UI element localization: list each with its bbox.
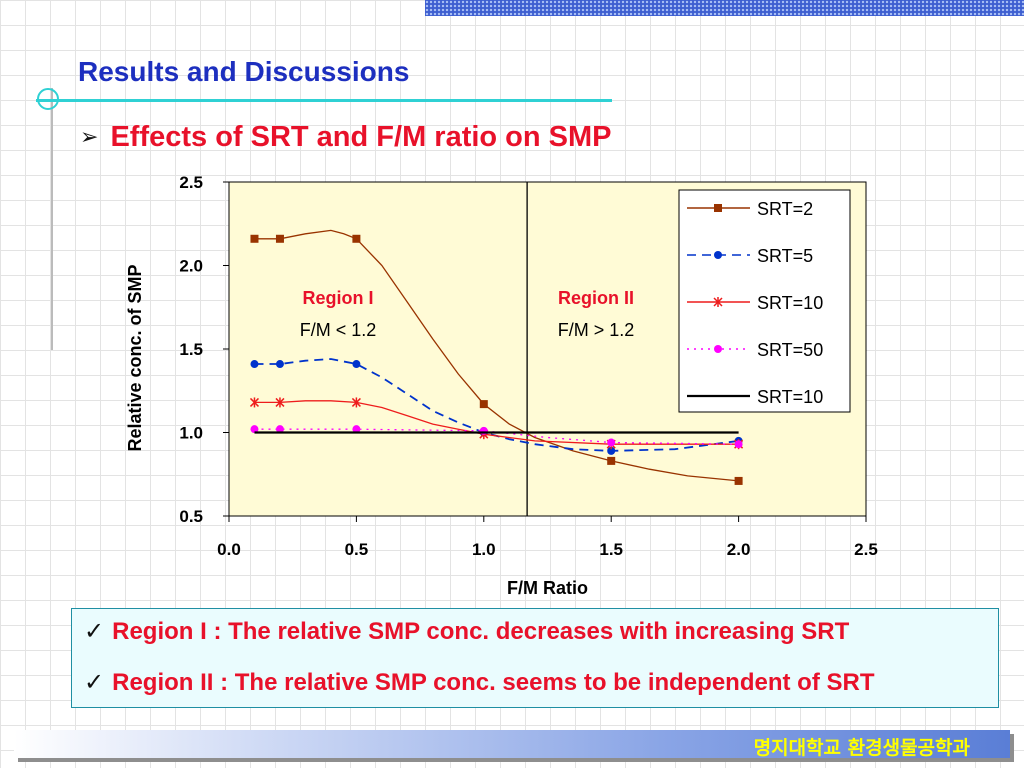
series-line	[254, 400, 739, 445]
legend-label: SRT=5	[757, 246, 813, 266]
y-tick-label: 2.0	[179, 257, 203, 276]
slide-subtitle: ➢ Effects of SRT and F/M ratio on SMP	[80, 121, 612, 154]
y-axis-title: Relative conc. of SMP	[125, 264, 145, 451]
circle-marker	[607, 446, 616, 455]
x-axis-title: F/M Ratio	[507, 578, 588, 598]
circle-marker	[607, 438, 616, 447]
square-marker	[479, 400, 488, 409]
x-tick-label: 0.5	[345, 540, 369, 559]
region-name-label: Region I	[303, 288, 374, 308]
legend-label: SRT=10	[757, 387, 823, 407]
square-marker	[607, 456, 616, 465]
slide-title: Results and Discussions	[78, 56, 410, 87]
circle-marker	[275, 425, 284, 434]
region-condition-label: F/M < 1.2	[300, 320, 377, 340]
legend-label: SRT=10	[757, 293, 823, 313]
footer-department: 명지대학교 환경생물공학과	[753, 737, 970, 759]
checkmark-icon: ✓	[84, 618, 105, 645]
conclusion-item: ✓ Region II : The relative SMP conc. seem…	[84, 668, 874, 697]
square-marker	[352, 234, 361, 243]
circle-marker	[714, 251, 722, 259]
x-tick-label: 2.0	[727, 540, 751, 559]
square-marker	[250, 234, 259, 243]
conclusion-item: ✓ Region I : The relative SMP conc. decre…	[84, 617, 849, 646]
legend-box	[678, 189, 851, 413]
circle-marker	[250, 360, 259, 369]
decorative-circle	[37, 88, 59, 110]
square-marker	[734, 476, 743, 485]
square-marker	[275, 234, 284, 243]
decorative-title-underline	[36, 99, 612, 102]
x-tick-label: 2.5	[854, 540, 878, 559]
square-marker	[714, 204, 722, 212]
circle-marker	[479, 426, 488, 435]
decorative-vertical-line	[51, 88, 53, 350]
circle-marker	[352, 425, 361, 434]
series-line	[254, 358, 739, 452]
y-tick-label: 1.0	[179, 424, 203, 443]
y-tick-label: 0.5	[179, 507, 203, 526]
top-pattern-bar	[425, 0, 1024, 16]
region-condition-label: F/M > 1.2	[558, 320, 635, 340]
x-tick-label: 1.5	[599, 540, 623, 559]
legend-label: SRT=50	[757, 340, 823, 360]
y-tick-label: 1.5	[179, 340, 203, 359]
circle-marker	[734, 440, 743, 449]
conclusion-text: Region I : The relative SMP conc. decrea…	[112, 618, 850, 645]
series-line	[254, 229, 739, 482]
region-name-label: Region II	[558, 288, 634, 308]
conclusion-text: Region II : The relative SMP conc. seems…	[112, 669, 875, 696]
x-tick-label: 1.0	[472, 540, 496, 559]
subtitle-text: Effects of SRT and F/M ratio on SMP	[110, 121, 612, 153]
x-tick-label: 0.0	[217, 540, 241, 559]
footer-bar: 명지대학교 환경생물공학과	[14, 730, 1010, 759]
circle-marker	[714, 345, 722, 353]
legend-label: SRT=2	[757, 199, 813, 219]
arrow-bullet-icon: ➢	[80, 124, 99, 149]
circle-marker	[352, 360, 361, 369]
asterisk-marker	[713, 297, 723, 307]
circle-marker	[275, 360, 284, 369]
smp-line-chart: 0.5 1.0 1.5 2.0 2.5 0.0 0.5 1.0 1.5 2.0 2.5 F/M Rat…	[125, 173, 878, 598]
circle-marker	[250, 425, 259, 434]
asterisk-marker	[249, 397, 260, 408]
asterisk-marker	[351, 397, 361, 408]
conclusion-box: ✓ Region I : The relative SMP conc. decre…	[71, 608, 999, 708]
legend-entries: SRT=2 SRT=5 SRT=10 SRT=50 SRT=10	[687, 199, 823, 407]
y-tick-label: 2.5	[179, 173, 203, 192]
asterisk-marker	[275, 397, 285, 408]
checkmark-icon: ✓	[84, 669, 105, 696]
